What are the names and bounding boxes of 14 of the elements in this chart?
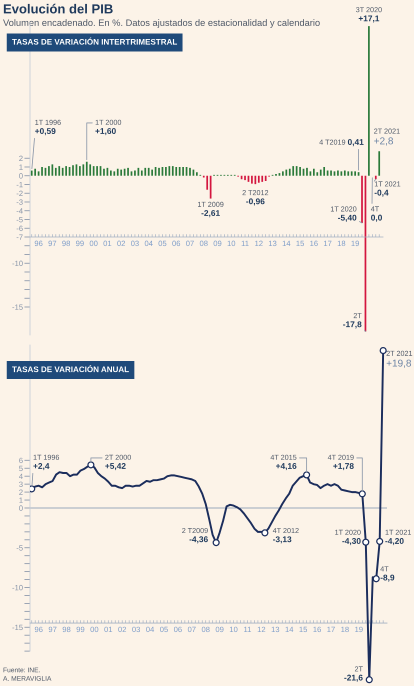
text: Evolución del PIB [4,4,113,14]
point [380,346,387,354]
point [376,538,384,545]
text: Volumen encadenado. En %. Datos ajustados de estacionalidad y calendario [3,19,320,28]
point [87,461,94,468]
text: TASAS DE VARIACIÓN INTERTRIMESTRAL [12,37,178,45]
point [372,575,380,582]
point [303,471,310,478]
point [358,490,366,498]
point [212,539,220,546]
point [362,538,370,546]
text: TASAS DE VARIACIÓN ANUAL [12,364,129,372]
point [366,676,373,684]
point [261,529,268,536]
